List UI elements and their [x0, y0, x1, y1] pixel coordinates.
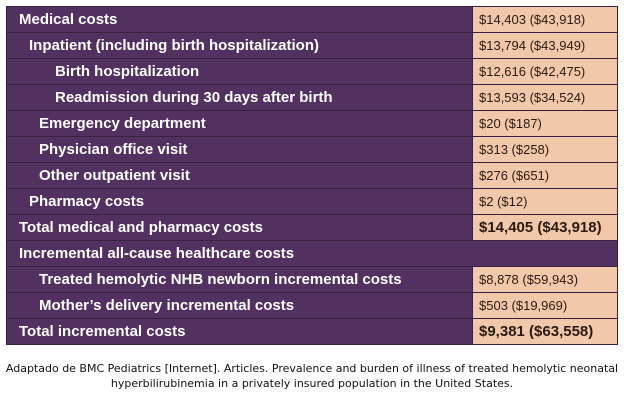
cost-table-container: Medical costs $14,403 ($43,918) Inpatien…: [6, 6, 618, 345]
row-label-birth-hospitalization: Birth hospitalization: [6, 58, 473, 85]
row-label-mothers-delivery: Mother’s delivery incremental costs: [6, 292, 473, 319]
row-value-medical-costs: $14,403 ($43,918): [472, 6, 618, 33]
table-row: Birth hospitalization $12,616 ($42,475): [6, 58, 618, 85]
table-row: Total medical and pharmacy costs $14,405…: [6, 214, 618, 241]
source-caption: Adaptado de BMC Pediatrics [Internet]. A…: [0, 361, 624, 391]
row-value-mothers-delivery: $503 ($19,969): [472, 292, 618, 319]
row-value-treated-hemolytic-nhb: $8,878 ($59,943): [472, 266, 618, 293]
row-label-medical-costs: Medical costs: [6, 6, 473, 33]
table-row: Total incremental costs $9,381 ($63,558): [6, 318, 618, 345]
row-value-physician-office-visit: $313 ($258): [472, 136, 618, 163]
row-label-total-medical-pharmacy: Total medical and pharmacy costs: [6, 214, 473, 241]
table-row: Physician office visit $313 ($258): [6, 136, 618, 163]
table-row: Inpatient (including birth hospitalizati…: [6, 32, 618, 59]
row-label-inpatient: Inpatient (including birth hospitalizati…: [6, 32, 473, 59]
table-row: Medical costs $14,403 ($43,918): [6, 6, 618, 33]
row-label-total-incremental: Total incremental costs: [6, 318, 473, 345]
row-value-emergency-department: $20 ($187): [472, 110, 618, 137]
row-label-physician-office-visit: Physician office visit: [6, 136, 473, 163]
table-row: Mother’s delivery incremental costs $503…: [6, 292, 618, 319]
row-label-emergency-department: Emergency department: [6, 110, 473, 137]
table-row: Incremental all-cause healthcare costs: [6, 240, 618, 267]
cost-table: Medical costs $14,403 ($43,918) Inpatien…: [6, 6, 618, 345]
caption-line-1: Adaptado de BMC Pediatrics [Internet]. A…: [5, 362, 619, 375]
row-value-readmission: $13,593 ($34,524): [472, 84, 618, 111]
caption-line-2: hyperbilirubinemia in a privately insure…: [110, 377, 514, 390]
row-value-total-incremental: $9,381 ($63,558): [472, 318, 618, 345]
table-row: Readmission during 30 days after birth $…: [6, 84, 618, 111]
row-value-inpatient: $13,794 ($43,949): [472, 32, 618, 59]
table-row: Emergency department $20 ($187): [6, 110, 618, 137]
row-value-other-outpatient-visit: $276 ($651): [472, 162, 618, 189]
row-value-birth-hospitalization: $12,616 ($42,475): [472, 58, 618, 85]
row-value-total-medical-pharmacy: $14,405 ($43,918): [472, 214, 618, 241]
table-row: Pharmacy costs $2 ($12): [6, 188, 618, 215]
table-row: Treated hemolytic NHB newborn incrementa…: [6, 266, 618, 293]
row-label-readmission: Readmission during 30 days after birth: [6, 84, 473, 111]
row-label-pharmacy-costs: Pharmacy costs: [6, 188, 473, 215]
table-row: Other outpatient visit $276 ($651): [6, 162, 618, 189]
row-label-other-outpatient-visit: Other outpatient visit: [6, 162, 473, 189]
row-label-treated-hemolytic-nhb: Treated hemolytic NHB newborn incrementa…: [6, 266, 473, 293]
section-header-incremental-costs: Incremental all-cause healthcare costs: [6, 240, 618, 267]
row-value-pharmacy-costs: $2 ($12): [472, 188, 618, 215]
